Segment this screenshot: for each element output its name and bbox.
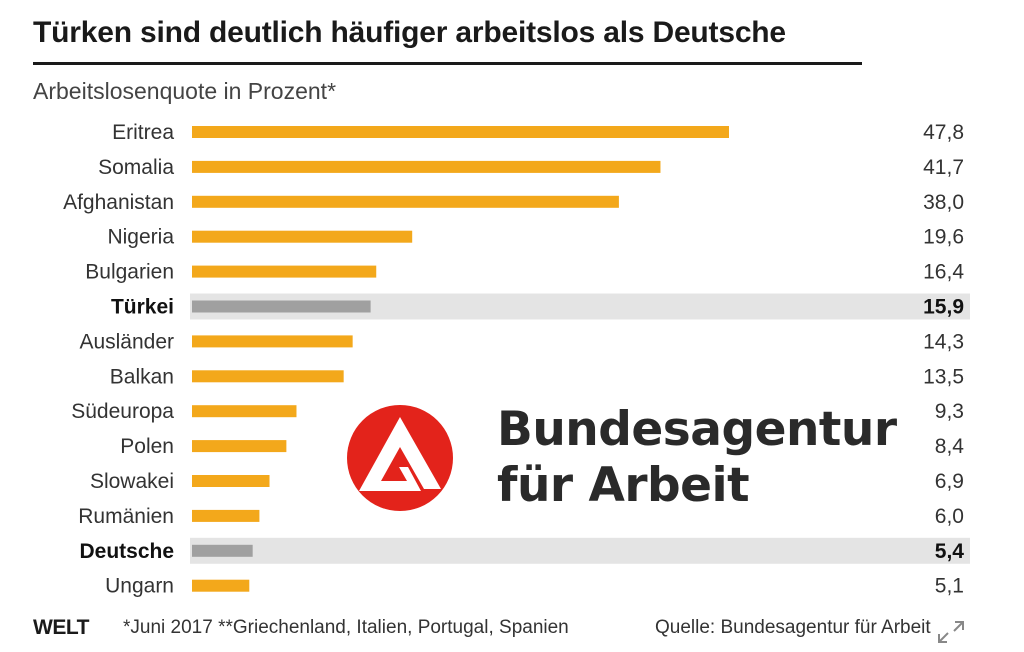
bar (192, 126, 729, 138)
bar (192, 230, 413, 243)
category-label: Ausländer (79, 330, 174, 353)
value-label: 38,0 (923, 191, 964, 214)
value-label: 6,9 (935, 470, 964, 493)
category-label: Balkan (110, 365, 174, 388)
bar (192, 300, 371, 313)
category-label: Rumänien (78, 505, 174, 528)
bar (192, 579, 250, 592)
bar (192, 440, 287, 453)
expand-arrows-icon[interactable] (935, 618, 967, 646)
value-label: 5,1 (935, 575, 964, 598)
value-label: 47,8 (923, 121, 964, 144)
bar (192, 195, 619, 208)
bar (192, 335, 353, 348)
category-label: Ungarn (105, 575, 174, 598)
highlight-band (190, 537, 970, 564)
category-label: Somalia (98, 156, 174, 179)
category-label: Deutsche (79, 540, 174, 563)
category-label: Afghanistan (63, 191, 174, 214)
category-label: Eritrea (112, 121, 174, 144)
bar (192, 544, 253, 557)
value-label: 5,4 (935, 540, 965, 563)
watermark-logo: Bundesagentur für Arbeit (345, 398, 905, 518)
ba-logo-icon (347, 405, 453, 511)
category-label: Polen (120, 435, 174, 458)
value-label: 41,7 (923, 156, 964, 179)
bar (192, 509, 260, 522)
logo-line-2: für Arbeit (497, 458, 750, 513)
value-label: 16,4 (923, 261, 964, 284)
brand-logo: WELT (33, 616, 89, 639)
chart-footer: WELT *Juni 2017 **Griechenland, Italien,… (33, 614, 993, 644)
category-label: Türkei (111, 296, 174, 319)
logo-line-1: Bundesagentur (497, 402, 897, 457)
category-label: Slowakei (90, 470, 174, 493)
bar (192, 370, 344, 383)
title-divider (33, 62, 862, 65)
bar (192, 160, 661, 173)
bar (192, 405, 297, 418)
category-label: Südeuropa (71, 400, 174, 423)
category-label: Bulgarien (85, 261, 174, 284)
bar (192, 265, 377, 278)
chart-subtitle: Arbeitslosenquote in Prozent* (33, 78, 337, 104)
bar (192, 475, 270, 487)
value-label: 19,6 (923, 226, 964, 249)
logo-wordmark: Bundesagentur für Arbeit (497, 402, 897, 514)
value-label: 9,3 (935, 400, 964, 423)
value-label: 8,4 (935, 435, 965, 458)
value-label: 6,0 (935, 505, 964, 528)
value-label: 14,3 (923, 330, 964, 353)
footnote: *Juni 2017 **Griechenland, Italien, Port… (123, 617, 569, 638)
category-label: Nigeria (107, 226, 174, 249)
source-note: Quelle: Bundesagentur für Arbeit (655, 617, 931, 638)
value-label: 13,5 (923, 365, 964, 388)
chart-title: Türken sind deutlich häufiger arbeitslos… (33, 16, 786, 49)
value-label: 15,9 (923, 296, 964, 319)
bar-chart: Eritrea 47,8 Somalia 41,7 Afghanistan 38,0 Nig… (63, 121, 970, 598)
